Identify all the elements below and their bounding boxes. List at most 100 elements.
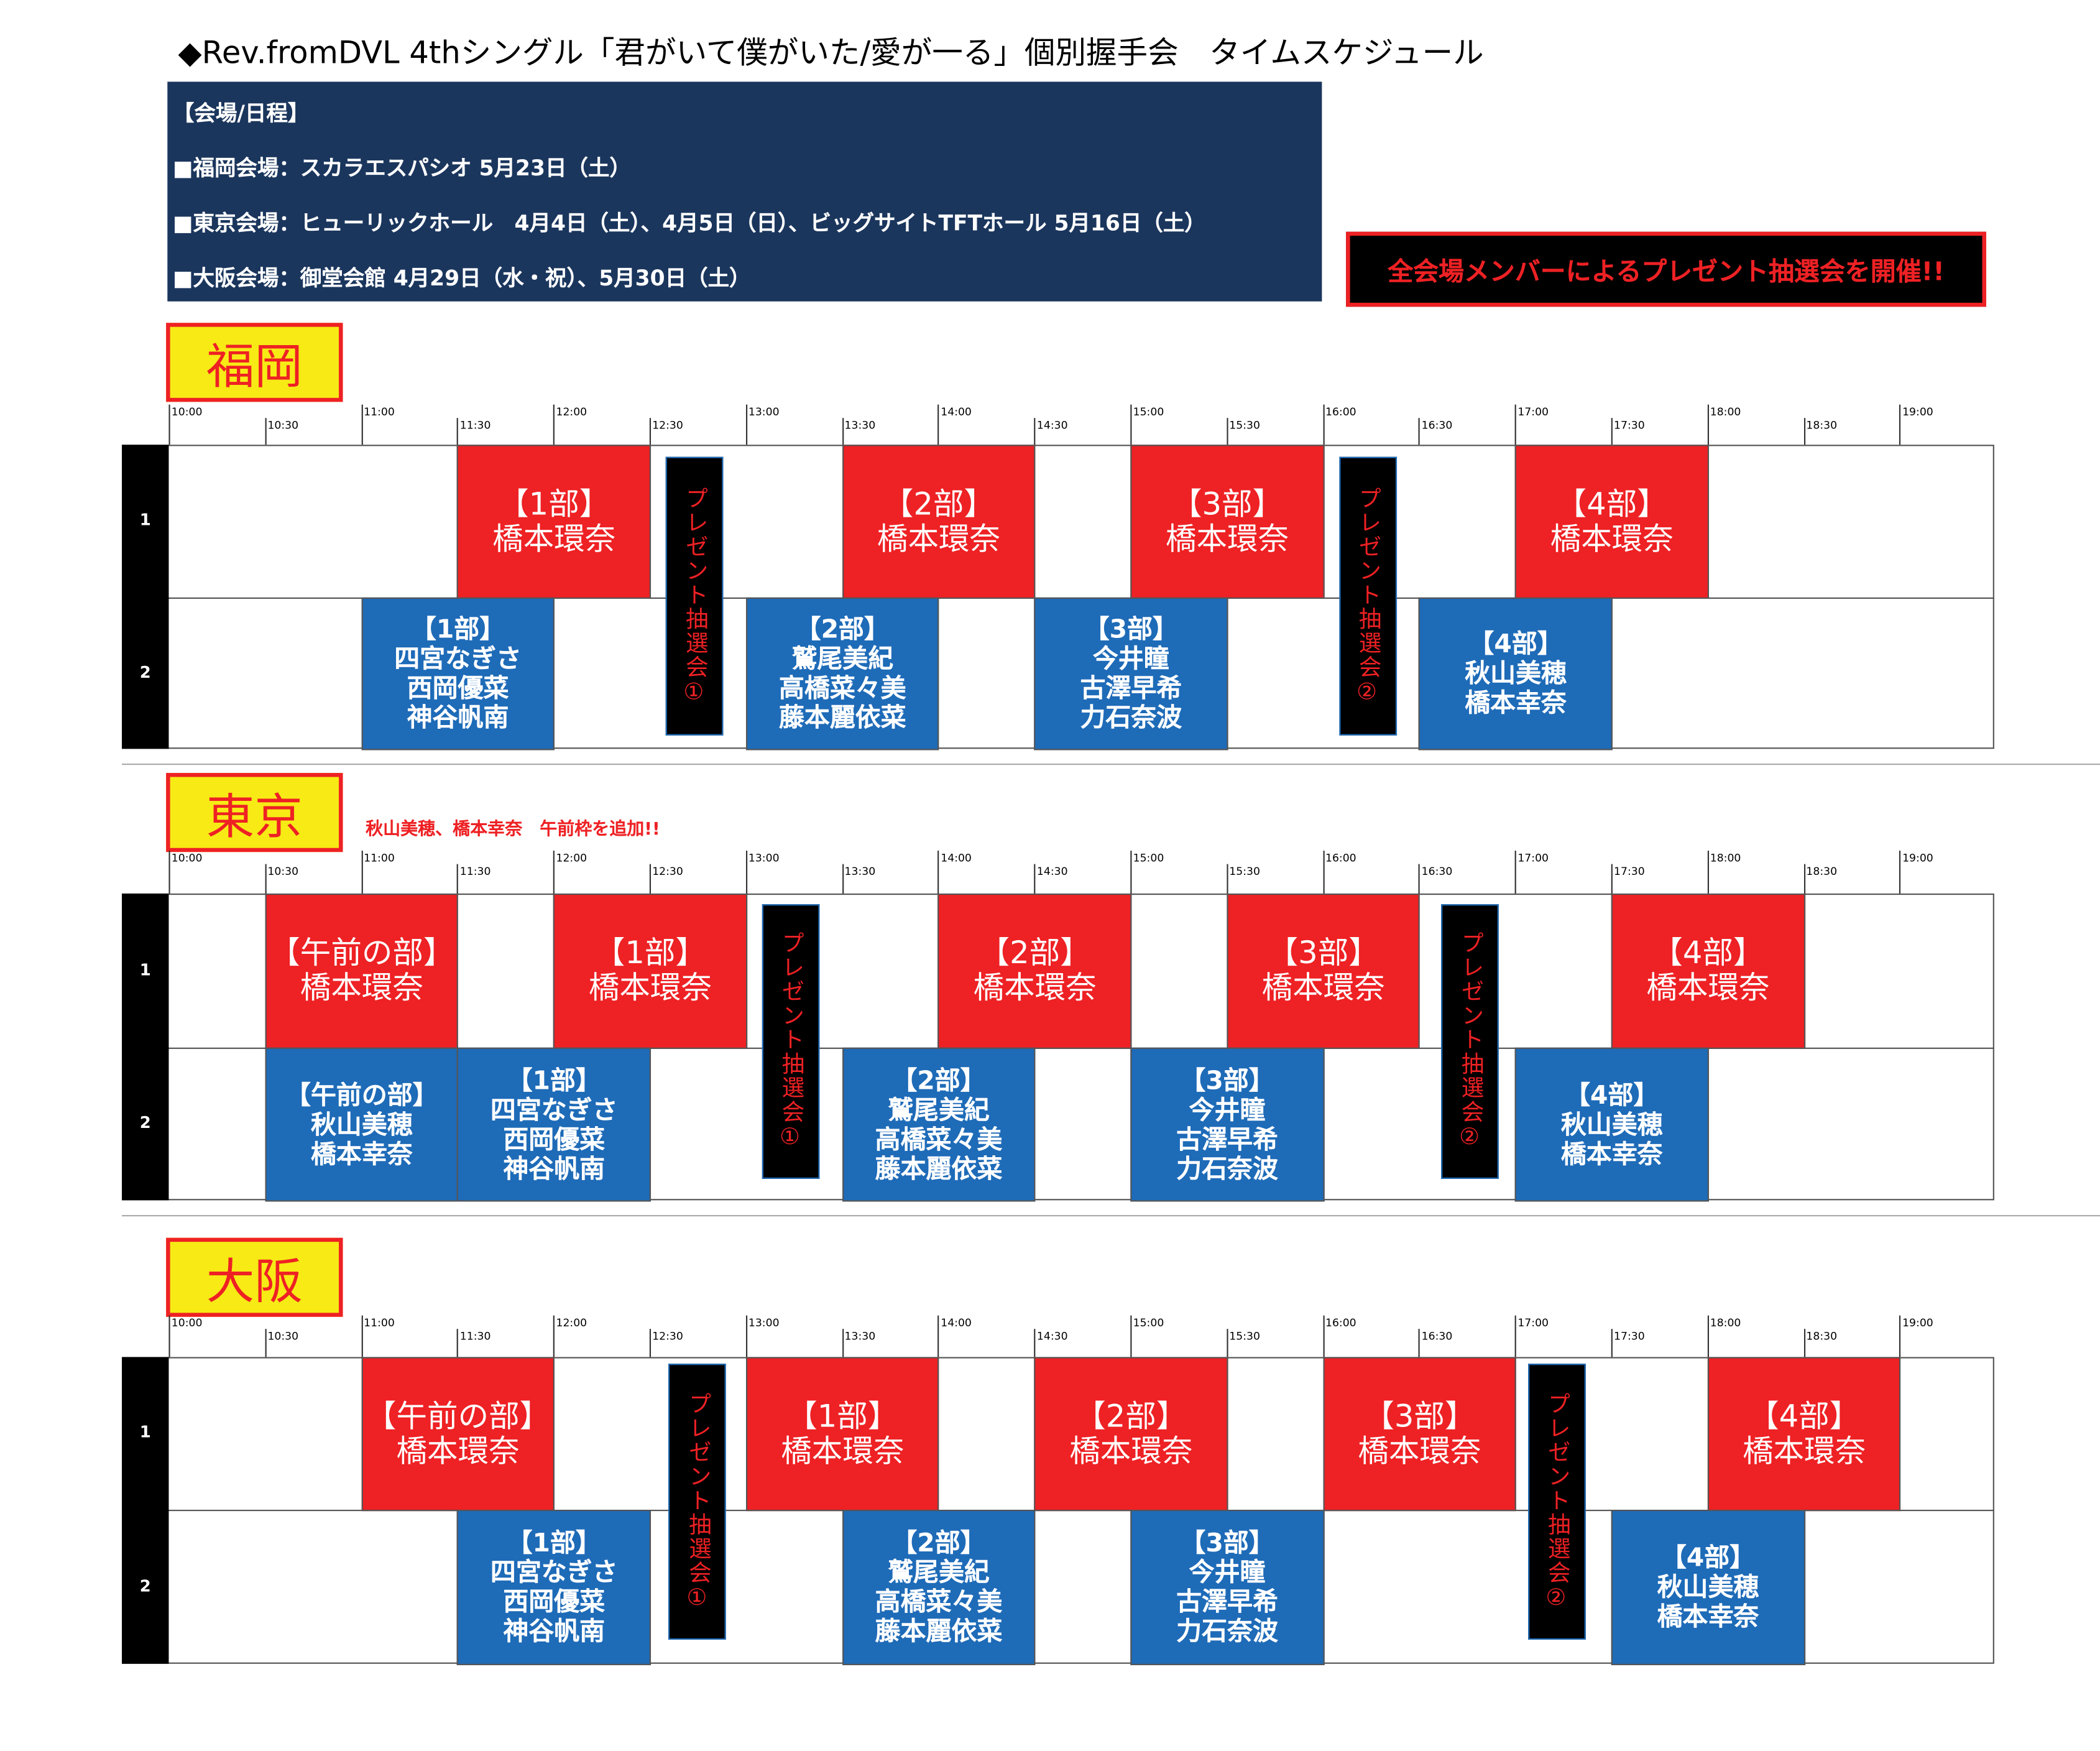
session-block: 【4部】 橋本環奈 [1707,1357,1901,1512]
row-label: 1 [139,959,151,979]
session-title: 【2部】 [891,1528,986,1558]
time-tick-label: 18:30 [1806,865,1838,878]
member-name: 橋本環奈 [1646,971,1770,1006]
member-name: 秋山美穂 [310,1109,413,1140]
row-label: 1 [139,510,151,529]
time-tick [361,851,362,894]
time-tick [649,418,652,445]
session-block: 【3部】 今井瞳 古澤早希 力石奈波 [1130,1510,1324,1665]
session-title: 【1部】 [594,936,707,971]
time-tick [1419,418,1421,445]
lottery-marker: プレゼント抽選会① [665,456,724,736]
time-tick [1130,851,1132,894]
member-name: 神谷帆南 [407,703,509,733]
row-label: 2 [139,1113,151,1132]
time-tick-label: 18:00 [1710,405,1741,418]
time-tick [1707,404,1709,445]
session-title: 【4部】 [1748,1399,1861,1435]
session-title: 【3部】 [1267,936,1379,971]
time-tick [1322,404,1324,445]
time-tick [842,1329,844,1357]
session-title: 【1部】 [410,614,505,645]
session-block: 【午前の部】 秋山美穂 橋本幸奈 [265,1047,459,1202]
session-block: 【3部】 橋本環奈 [1226,893,1421,1049]
time-tick [1611,1329,1613,1357]
member-name: 鷲尾美紀 [888,1558,990,1587]
session-block: 【1部】 橋本環奈 [457,445,652,599]
session-block: 【3部】 今井瞳 古澤早希 力石奈波 [1130,1047,1324,1202]
time-tick-label: 18:00 [1710,852,1741,864]
session-title: 【1部】 [786,1399,899,1435]
time-tick [168,404,170,445]
row-label: 2 [139,662,151,681]
member-name: 橋本幸奈 [1465,688,1567,718]
member-name: 今井瞳 [1092,644,1169,674]
time-tick [265,1329,267,1357]
time-tick-label: 16:30 [1421,1330,1453,1342]
time-tick-label: 17:30 [1614,865,1645,878]
time-tick-label: 12:30 [652,865,683,878]
member-name: 藤本麗依菜 [875,1617,1003,1647]
member-name: 高橋菜々美 [875,1124,1003,1155]
member-name: 橋本幸奈 [310,1139,413,1169]
time-tick [1611,864,1613,894]
time-tick-label: 13:30 [844,865,876,878]
member-name: 力石奈波 [1176,1154,1278,1184]
member-name: 橋本環奈 [1165,522,1289,557]
session-title: 【2部】 [882,487,995,522]
member-name: 西岡優菜 [503,1587,606,1617]
session-block: 【4部】 秋山美穂 橋本幸奈 [1611,1510,1805,1665]
session-block: 【4部】 秋山美穂 橋本幸奈 [1419,597,1613,751]
time-tick-label: 11:00 [364,405,395,418]
time-tick [937,404,940,445]
member-name: 橋本幸奈 [1657,1602,1759,1632]
member-name: 古澤早希 [1176,1124,1278,1155]
time-tick-label: 17:30 [1614,1330,1645,1342]
time-tick [553,404,555,445]
lottery-notice-banner: 全会場メンバーによるプレゼント抽選会を開催!! [1346,231,1986,307]
session-title: 【4部】 [1660,1543,1756,1573]
time-tick [553,851,555,894]
time-tick [1707,1315,1709,1357]
time-tick-label: 14:00 [941,852,972,864]
time-tick-label: 12:00 [556,852,587,864]
time-tick-label: 16:00 [1325,405,1356,418]
lottery-marker: プレゼント抽選会② [1527,1364,1586,1640]
session-block: 【2部】 橋本環奈 [1034,1357,1228,1512]
time-tick-label: 14:00 [941,405,972,418]
time-tick-label: 17:00 [1517,852,1549,864]
member-name: 橋本環奈 [1069,1434,1193,1469]
time-tick [937,1315,940,1357]
member-name: 西岡優菜 [503,1124,606,1155]
time-tick [1034,864,1036,894]
member-name: 神谷帆南 [503,1617,606,1647]
row-label: 1 [139,1422,151,1442]
time-tick [1322,1315,1324,1357]
time-tick-label: 18:00 [1710,1316,1741,1329]
member-name: 秋山美穂 [1657,1573,1759,1602]
time-tick [1515,1315,1517,1357]
session-block: 【1部】 四宮なぎさ 西岡優菜 神谷帆南 [361,597,555,751]
time-tick-label: 19:00 [1902,1316,1933,1329]
member-name: 橋本環奈 [1550,522,1674,557]
time-tick [1130,404,1132,445]
time-tick-label: 11:00 [364,1316,395,1329]
time-tick [1419,1329,1421,1357]
time-tick [842,864,844,894]
session-title: 【2部】 [795,614,890,645]
time-tick [745,1315,747,1357]
session-block: 【午前の部】 橋本環奈 [361,1357,555,1512]
venue-note: 秋山美穂、橋本幸奈 午前枠を追加!! [366,820,660,840]
time-tick-label: 13:00 [748,405,780,418]
member-name: 古澤早希 [1080,673,1182,704]
time-tick-label: 15:00 [1133,1316,1164,1329]
time-tick-label: 10:00 [171,1316,203,1329]
time-tick [1803,864,1805,894]
time-tick [1322,851,1324,894]
session-block: 【3部】 今井瞳 古澤早希 力石奈波 [1034,597,1228,751]
member-name: 橋本環奈 [877,522,1001,557]
page-title: ◆Rev.fromDVL 4thシングル「君がいて僕がいた/愛が一る」個別握手会… [178,36,1484,72]
member-name: 力石奈波 [1080,703,1182,733]
time-tick [1515,851,1517,894]
session-title: 【4部】 [1652,936,1764,971]
